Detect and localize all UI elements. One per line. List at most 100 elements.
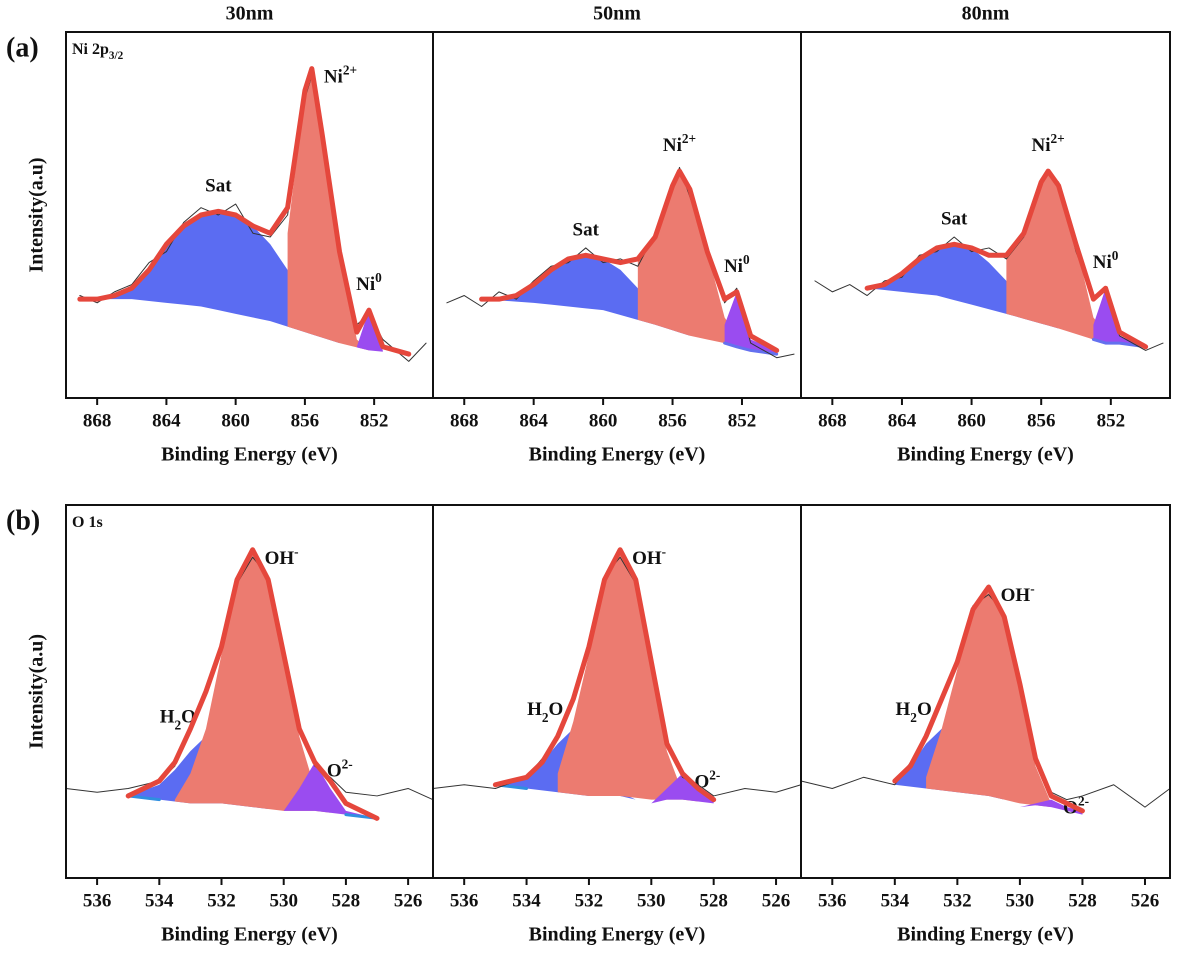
peak-label: Ni2+ (324, 62, 357, 88)
fit-line (864, 168, 1149, 350)
peak-area (1006, 171, 1106, 344)
label-part: H (527, 699, 542, 720)
peak-label: Ni0 (1093, 248, 1119, 274)
x-tick-label: 856 (658, 410, 687, 431)
peak-area (724, 291, 777, 355)
peak-label: OH- (632, 543, 666, 569)
x-axis-label: Binding Energy (eV) (897, 444, 1074, 466)
x-tick-label: 534 (881, 890, 910, 911)
x-tick-label: 530 (1006, 890, 1035, 911)
label-part: Ni (356, 275, 375, 296)
peak-area (651, 773, 714, 804)
label-part: 2- (709, 767, 720, 782)
x-tick-label: 852 (728, 410, 757, 431)
x-tick-label: 536 (83, 890, 112, 911)
peak-label: Ni0 (724, 251, 750, 277)
x-tick-label: 856 (1027, 410, 1056, 431)
x-tick-label: 532 (575, 890, 604, 911)
peak-area (1093, 288, 1146, 347)
label-part: 2+ (343, 62, 357, 77)
x-tick-label: 864 (888, 410, 917, 431)
fit-line (77, 66, 412, 357)
x-tick-label: 526 (394, 890, 423, 911)
peak-area (287, 68, 369, 351)
x-tick-label: 528 (1068, 890, 1097, 911)
label-part: 3/2 (109, 50, 124, 62)
column-title: 80nm (962, 3, 1010, 25)
x-tick-label: 526 (762, 890, 791, 911)
x-tick-label: 532 (207, 890, 236, 911)
panel-tag: O 1s (72, 514, 103, 531)
x-axis-label: Binding Energy (eV) (529, 444, 706, 466)
fit-line (479, 168, 780, 353)
peak-area (557, 549, 699, 802)
x-axis-label: Binding Energy (eV) (161, 924, 338, 946)
x-axis-label: Binding Energy (eV) (897, 924, 1074, 946)
x-tick-label: 528 (699, 890, 728, 911)
fit-line (125, 547, 380, 821)
x-tick-label: 536 (818, 890, 847, 911)
peak-label: OH- (265, 543, 299, 569)
label-part: 2 (910, 709, 917, 724)
label-part: O 1s (72, 514, 103, 531)
label-part: - (294, 543, 298, 558)
x-tick-label: 530 (637, 890, 666, 911)
peak-area (1019, 799, 1083, 815)
label-part: 2+ (1051, 131, 1065, 146)
peak-label: Ni2+ (663, 131, 696, 157)
x-tick-label: 860 (221, 410, 250, 431)
label-part: Ni (724, 256, 743, 277)
x-tick-label: 860 (957, 410, 986, 431)
label-part: Ni 2p (72, 41, 109, 58)
row-label: (a) (6, 32, 39, 63)
fit-line (892, 584, 1085, 814)
label-part: OH (632, 548, 662, 569)
peak-label: OH- (1001, 581, 1035, 607)
x-tick-label: 852 (1097, 410, 1126, 431)
peak-area (926, 587, 1052, 808)
label-part: Sat (573, 220, 600, 241)
label-part: Ni (1093, 253, 1112, 274)
x-tick-label: 852 (360, 410, 389, 431)
peak-label: O2- (327, 756, 353, 782)
peak-label: H2O (896, 699, 932, 724)
fit-line (492, 547, 717, 803)
x-tick-label: 856 (291, 410, 320, 431)
label-part: 0 (1112, 248, 1119, 263)
frame (800, 31, 1171, 399)
x-tick-label: 536 (450, 890, 479, 911)
label-part: Sat (941, 209, 968, 230)
x-tick-label: 534 (145, 890, 174, 911)
peak-area (637, 171, 737, 347)
label-part: O (917, 699, 932, 720)
label-part: 0 (743, 251, 750, 266)
label-part: 2- (342, 756, 353, 771)
x-tick-label: 868 (450, 410, 479, 431)
raw-line (800, 594, 1171, 808)
x-tick-label: 534 (512, 890, 541, 911)
label-part: O (549, 699, 564, 720)
peak-label: Ni0 (356, 270, 382, 296)
x-axis-label: Binding Energy (eV) (161, 444, 338, 466)
peak-area (283, 762, 378, 819)
y-axis-label: Intensity(a.u) (26, 634, 48, 749)
label-part: 0 (375, 270, 382, 285)
label-part: 2+ (682, 131, 696, 146)
panel-tag: Ni 2p3/2 (72, 41, 124, 62)
peak-area (79, 211, 340, 344)
label-part: - (662, 543, 666, 558)
label-part: Ni (663, 135, 682, 156)
row-label: (b) (6, 505, 40, 536)
label-part: OH (1001, 585, 1031, 606)
x-tick-label: 526 (1131, 890, 1160, 911)
peak-label: Sat (205, 176, 232, 197)
label-part: Ni (1032, 135, 1051, 156)
y-axis-label: Intensity(a.u) (26, 157, 48, 272)
label-part: OH (265, 548, 295, 569)
x-tick-label: 864 (152, 410, 181, 431)
frame (800, 504, 1171, 879)
background-line (1091, 337, 1148, 349)
peak-label: Sat (573, 220, 600, 241)
